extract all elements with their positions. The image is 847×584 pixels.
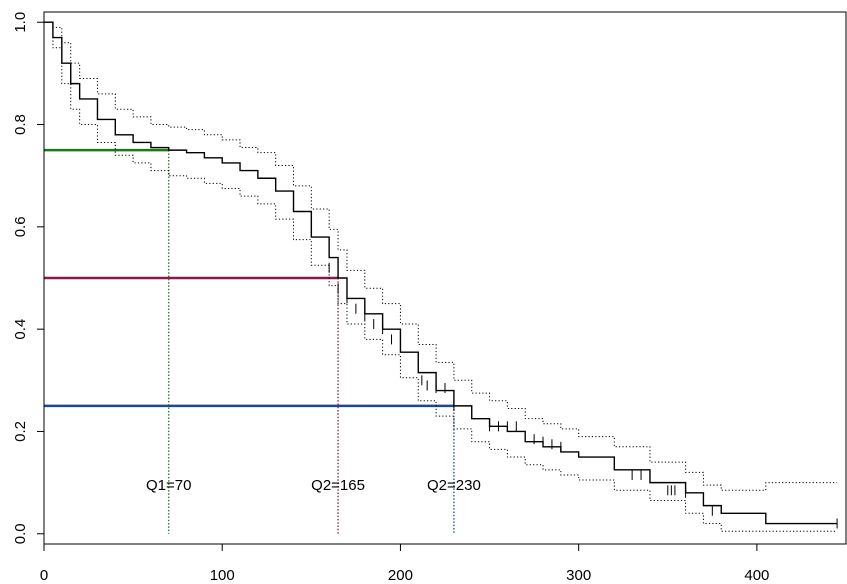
censor-marks — [328, 262, 838, 529]
y-tick-label: 0.4 — [12, 319, 29, 340]
x-axis: 0 100 200 300 400 — [40, 543, 769, 584]
survival-curve — [44, 21, 838, 525]
x-tick-label: 400 — [744, 567, 769, 584]
y-tick-label: 0.6 — [12, 216, 29, 237]
annotation-q2-median: Q2=165 — [311, 477, 365, 494]
quantile-lines — [44, 148, 455, 534]
quantile-annotations: Q1=70 Q2=165 Q2=230 — [146, 477, 481, 494]
y-axis: 0.0 0.2 0.4 0.6 0.8 1.0 — [12, 12, 45, 544]
y-tick-label: 0.0 — [12, 523, 29, 544]
annotation-q3: Q2=230 — [427, 477, 481, 494]
y-tick-label: 1.0 — [12, 12, 29, 33]
x-tick-label: 200 — [388, 567, 413, 584]
y-tick-label: 0.2 — [12, 421, 29, 442]
upper-ci-curve — [44, 21, 838, 491]
y-tick-label: 0.8 — [12, 114, 29, 135]
x-tick-label: 300 — [566, 567, 591, 584]
annotation-q1: Q1=70 — [146, 477, 191, 494]
x-tick-label: 100 — [210, 567, 235, 584]
x-tick-label: 0 — [40, 567, 48, 584]
